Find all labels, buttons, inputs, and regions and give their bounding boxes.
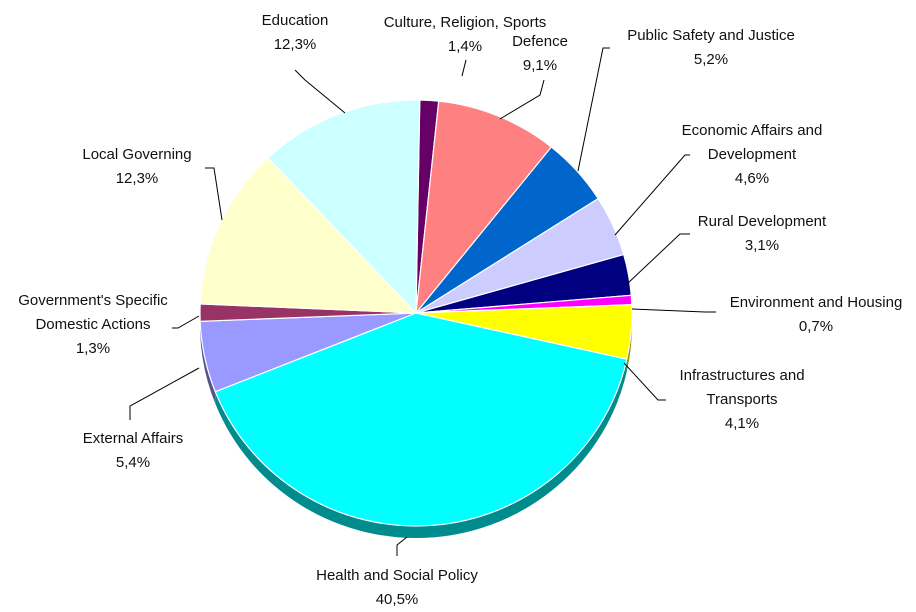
leader-line-7 xyxy=(397,537,407,556)
slice-label-10: Local Governing 12,3% xyxy=(82,146,191,187)
slice-category-label: Environment and Housing xyxy=(730,294,903,311)
slice-category-label: Economic Affairs and xyxy=(682,122,823,139)
slice-value-label: 4,1% xyxy=(725,415,759,432)
slice-value-label: 0,7% xyxy=(799,318,833,335)
slice-label-2: Public Safety and Justice 5,2% xyxy=(627,27,795,68)
slice-label-8: External Affairs 5,4% xyxy=(83,430,184,471)
leader-line-9 xyxy=(172,316,199,328)
slice-category-label: Public Safety and Justice xyxy=(627,27,795,44)
slice-category-label: Local Governing xyxy=(82,146,191,163)
slice-value-label: 5,4% xyxy=(116,454,150,471)
slice-value-label: 1,3% xyxy=(76,340,110,357)
slice-value-label: 12,3% xyxy=(274,36,317,53)
leader-line-1 xyxy=(500,80,544,119)
slice-label-1: Defence 9,1% xyxy=(512,33,568,74)
slice-category-label: Culture, Religion, Sports xyxy=(384,14,547,31)
slice-category-label: External Affairs xyxy=(83,430,184,447)
slice-value-label: 3,1% xyxy=(745,237,779,254)
slice-value-label: 40,5% xyxy=(376,591,419,608)
slice-category-label: Domestic Actions xyxy=(35,316,150,333)
slice-value-label: 1,4% xyxy=(448,38,482,55)
slice-category-label: Transports xyxy=(706,391,777,408)
leader-line-6 xyxy=(624,363,666,400)
slice-category-label: Rural Development xyxy=(698,213,827,230)
slice-value-label: 5,2% xyxy=(694,51,728,68)
slice-category-label: Education xyxy=(262,12,329,29)
slice-label-7: Health and Social Policy 40,5% xyxy=(316,567,478,608)
leader-line-8 xyxy=(130,368,199,420)
pie-slices xyxy=(200,100,632,526)
leader-line-4 xyxy=(627,234,690,284)
slice-category-label: Government's Specific xyxy=(18,292,168,309)
leader-line-5 xyxy=(632,309,716,312)
slice-label-9: Government's Specific Domestic Actions 1,3… xyxy=(18,292,168,357)
leader-line-11 xyxy=(295,70,345,113)
slice-label-11: Education 12,3% xyxy=(262,12,329,53)
slice-label-3: Economic Affairs and Development 4,6% xyxy=(682,122,823,187)
slice-value-label: 12,3% xyxy=(116,170,159,187)
slice-value-label: 9,1% xyxy=(523,57,557,74)
leader-line-3 xyxy=(615,155,690,235)
slice-value-label: 4,6% xyxy=(735,170,769,187)
slice-label-5: Environment and Housing 0,7% xyxy=(730,294,903,335)
slice-label-4: Rural Development 3,1% xyxy=(698,213,827,254)
leader-line-0 xyxy=(462,60,466,76)
slice-category-label: Defence xyxy=(512,33,568,50)
leader-line-10 xyxy=(205,168,222,220)
leader-line-2 xyxy=(578,48,610,171)
slice-category-label: Infrastructures and xyxy=(679,367,804,384)
slice-category-label: Health and Social Policy xyxy=(316,567,478,584)
slice-label-6: Infrastructures and Transports 4,1% xyxy=(679,367,804,432)
slice-category-label: Development xyxy=(708,146,797,163)
